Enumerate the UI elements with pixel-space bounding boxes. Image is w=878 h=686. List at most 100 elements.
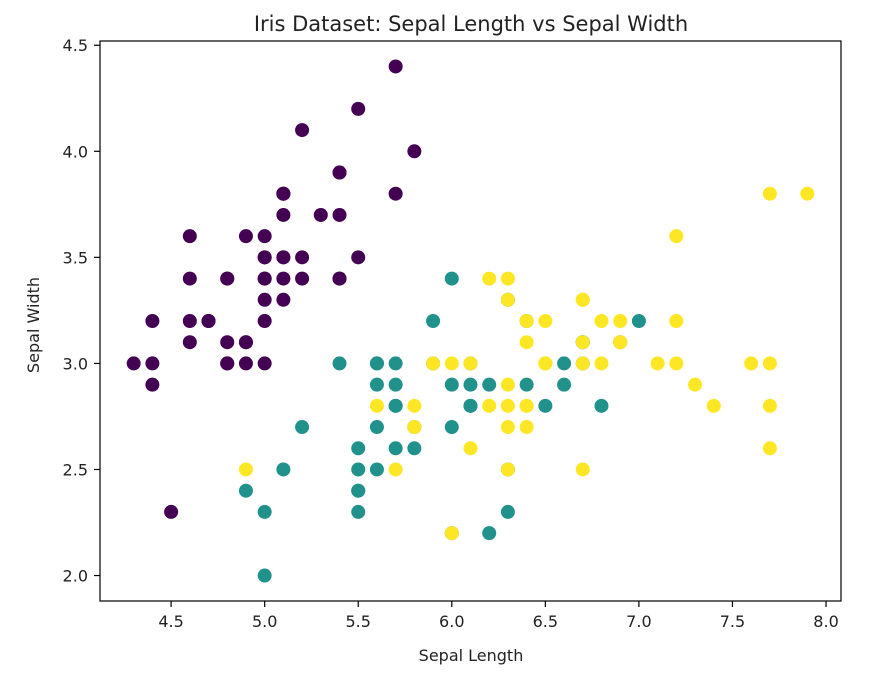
data-point	[500, 462, 515, 477]
data-point	[295, 123, 310, 138]
data-point	[594, 398, 609, 413]
data-point	[407, 420, 422, 435]
data-point	[426, 356, 441, 371]
data-point	[332, 207, 347, 222]
data-point	[388, 377, 403, 392]
data-point	[482, 377, 497, 392]
data-point	[463, 398, 478, 413]
chart-title: Iris Dataset: Sepal Length vs Sepal Widt…	[254, 12, 688, 36]
data-point	[276, 186, 291, 201]
data-point	[407, 144, 422, 159]
data-point	[295, 250, 310, 265]
data-point	[276, 250, 291, 265]
data-point	[538, 398, 553, 413]
data-point	[575, 292, 590, 307]
x-tick-label: 7.5	[720, 612, 745, 631]
data-point	[276, 292, 291, 307]
data-point	[201, 314, 216, 328]
data-point	[182, 335, 197, 350]
x-tick-label: 7.0	[626, 612, 651, 631]
points-layer	[126, 59, 815, 583]
data-point	[800, 186, 815, 201]
data-point	[463, 377, 478, 392]
data-point	[669, 229, 684, 244]
data-point	[669, 356, 684, 371]
data-point	[351, 483, 366, 498]
data-point	[351, 462, 366, 477]
data-point	[126, 356, 141, 371]
data-point	[613, 314, 628, 328]
ticks-layer: 4.5 5.0 5.5 6.0 6.5 7.0 7.5 8.0 2.0 2.5 3.0 3.5 4.0 4…	[63, 36, 839, 631]
y-axis-label: Sepal Width	[24, 277, 43, 373]
data-point	[257, 568, 272, 583]
data-point	[182, 229, 197, 244]
data-point	[463, 441, 478, 456]
data-point	[706, 398, 721, 413]
data-point	[238, 462, 253, 477]
data-point	[762, 398, 777, 413]
plot-frame	[99, 40, 842, 602]
x-axis-label: Sepal Length	[419, 646, 524, 665]
data-point	[463, 356, 478, 371]
data-point	[257, 504, 272, 519]
data-point	[500, 398, 515, 413]
data-point	[388, 186, 403, 201]
data-point	[388, 462, 403, 477]
data-point	[220, 356, 235, 371]
data-point	[182, 271, 197, 286]
data-point	[332, 165, 347, 180]
data-point	[444, 526, 459, 541]
data-point	[257, 314, 272, 328]
data-point	[388, 59, 403, 74]
data-point	[500, 504, 515, 519]
data-point	[369, 420, 384, 435]
data-point	[220, 271, 235, 286]
data-point	[482, 398, 497, 413]
data-point	[388, 441, 403, 456]
y-tick-label: 2.5	[63, 460, 88, 479]
data-point	[650, 356, 665, 371]
data-point	[538, 314, 553, 328]
y-tick-label: 2.0	[63, 567, 88, 586]
x-tick-label: 8.0	[813, 612, 838, 631]
data-point	[407, 441, 422, 456]
data-point	[369, 356, 384, 371]
data-point	[369, 398, 384, 413]
data-point	[238, 335, 253, 350]
data-point	[575, 335, 590, 350]
data-point	[444, 377, 459, 392]
data-point	[762, 356, 777, 371]
data-point	[388, 398, 403, 413]
data-point	[257, 292, 272, 307]
data-point	[388, 356, 403, 371]
data-point	[257, 229, 272, 244]
x-tick-label: 4.5	[158, 612, 183, 631]
data-point	[276, 462, 291, 477]
data-point	[238, 356, 253, 371]
data-point	[145, 356, 160, 371]
data-point	[575, 462, 590, 477]
data-point	[257, 271, 272, 286]
data-point	[145, 377, 160, 392]
data-point	[594, 314, 609, 328]
data-point	[332, 356, 347, 371]
data-point	[500, 271, 515, 286]
data-point	[575, 356, 590, 371]
data-point	[220, 335, 235, 350]
data-point	[444, 271, 459, 286]
y-tick-label: 3.0	[63, 354, 88, 373]
data-point	[238, 229, 253, 244]
data-point	[369, 377, 384, 392]
data-point	[257, 250, 272, 265]
data-point	[407, 398, 422, 413]
data-point	[164, 504, 179, 519]
data-point	[295, 271, 310, 286]
data-point	[669, 314, 684, 328]
data-point	[519, 377, 534, 392]
data-point	[500, 420, 515, 435]
data-point	[332, 271, 347, 286]
data-point	[351, 101, 366, 116]
x-tick-label: 5.0	[252, 612, 277, 631]
data-point	[276, 207, 291, 222]
